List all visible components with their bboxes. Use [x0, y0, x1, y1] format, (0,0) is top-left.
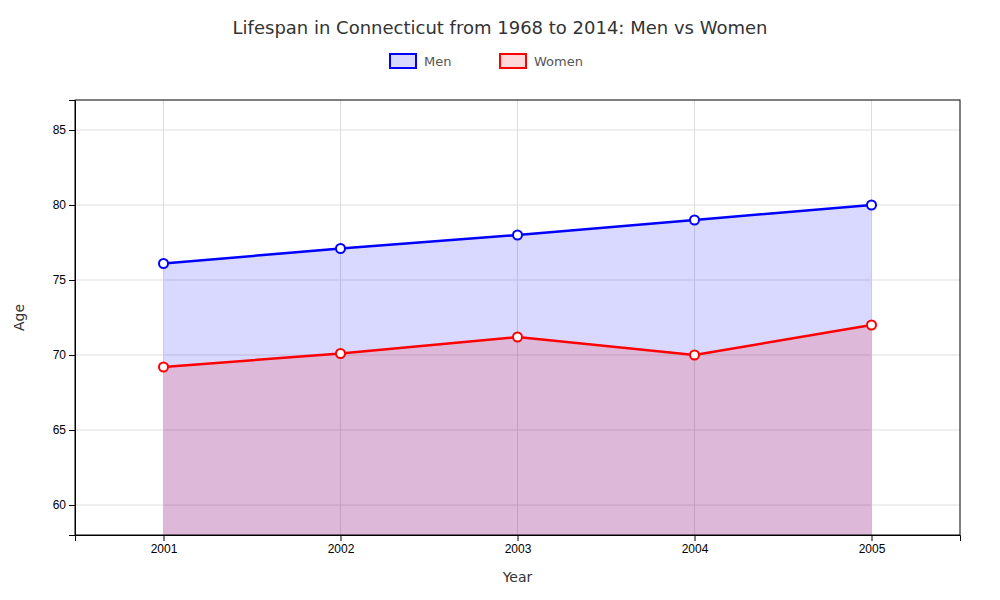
- legend-swatch: [500, 54, 526, 68]
- point: [867, 321, 876, 330]
- x-axis-title: Year: [502, 569, 533, 585]
- tick: 70: [53, 348, 75, 362]
- point: [159, 363, 168, 372]
- title: Lifespan in Connecticut from 1968 to 201…: [233, 17, 768, 38]
- y-axis: 60 65 70 75 80 85: [53, 101, 76, 536]
- legend-label: Men: [424, 54, 451, 69]
- point: [513, 333, 522, 342]
- tick-label: 70: [53, 348, 67, 362]
- tick: 2003: [505, 535, 532, 556]
- point: [690, 351, 699, 360]
- tick-mark: [518, 535, 519, 541]
- tick-label: 80: [53, 198, 67, 212]
- tick-label: 2005: [859, 542, 886, 556]
- tick-mark: [69, 505, 75, 506]
- x-axis: 2001 2002 2003 2004 2005: [76, 535, 961, 556]
- area: [164, 205, 872, 535]
- tick-mark: [695, 535, 696, 541]
- tick-mark: [164, 535, 165, 541]
- tick-mark: [872, 535, 873, 541]
- tick: 65: [53, 423, 75, 437]
- chart: 2001 2002 2003 2004 2005 60 65 70 75 80 85 Lifespan…: [0, 0, 1000, 600]
- grid: [75, 100, 960, 535]
- point: [159, 259, 168, 268]
- marks: [159, 201, 876, 536]
- tick-label: 60: [53, 498, 67, 512]
- tick: 80: [53, 198, 75, 212]
- tick: 75: [53, 273, 75, 287]
- tick-mark: [69, 355, 75, 356]
- line: [164, 325, 872, 367]
- point: [690, 216, 699, 225]
- axis-line: [76, 536, 961, 542]
- plot: 2001 2002 2003 2004 2005 60 65 70 75 80 85: [53, 100, 961, 556]
- plot-frame: [75, 100, 960, 535]
- tick-label: 2001: [151, 542, 178, 556]
- point: [336, 349, 345, 358]
- tick-mark: [341, 535, 342, 541]
- tick-mark: [69, 130, 75, 131]
- tick: 85: [53, 123, 75, 137]
- legend-label: Women: [534, 54, 583, 69]
- tick-mark: [69, 280, 75, 281]
- tick-mark: [69, 205, 75, 206]
- tick-label: 85: [53, 123, 67, 137]
- legend-item: Men: [390, 54, 451, 69]
- tick: 2001: [151, 535, 178, 556]
- point: [867, 201, 876, 210]
- point: [336, 244, 345, 253]
- tick-label: 65: [53, 423, 67, 437]
- legend-swatch: [390, 54, 416, 68]
- point: [513, 231, 522, 240]
- legend-item: Women: [500, 54, 583, 69]
- tick-label: 2002: [328, 542, 355, 556]
- legend: Men Women: [390, 54, 583, 69]
- tick-label: 2003: [505, 542, 532, 556]
- tick: 2004: [682, 535, 709, 556]
- line: [164, 205, 872, 264]
- tick: 60: [53, 498, 75, 512]
- y-axis-title: Age: [11, 304, 27, 331]
- tick: 2005: [859, 535, 886, 556]
- tick-label: 75: [53, 273, 67, 287]
- tick: 2002: [328, 535, 355, 556]
- area: [164, 325, 872, 535]
- tick-mark: [69, 430, 75, 431]
- tick-label: 2004: [682, 542, 709, 556]
